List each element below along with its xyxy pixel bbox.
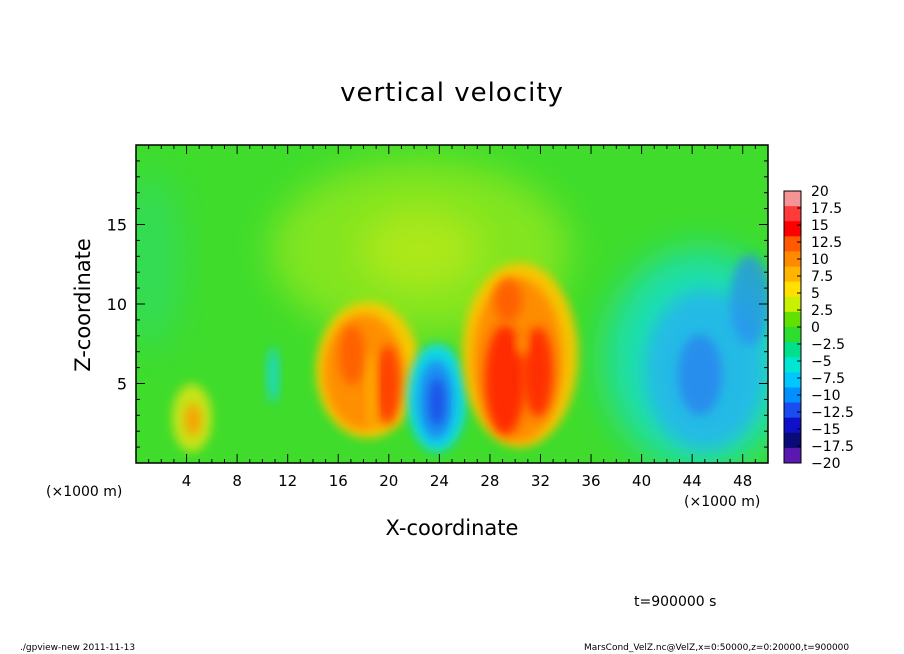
- colorbar-label: −7.5: [811, 371, 845, 387]
- colorbar-swatch: [784, 327, 801, 343]
- x-tick-label: 24: [430, 472, 449, 490]
- x-tick-label: 4: [182, 472, 192, 490]
- colorbar-label: −15: [811, 422, 841, 438]
- colorbar-label: 0: [811, 320, 820, 336]
- colorbar-swatch: [784, 357, 801, 373]
- colorbar-label: 7.5: [811, 269, 833, 285]
- field-updraft-b-core2: [523, 327, 553, 417]
- colorbar-swatch: [784, 236, 801, 252]
- field-right-upper: [730, 255, 768, 345]
- colorbar-swatch: [784, 447, 801, 464]
- colorbar-label: 12.5: [811, 235, 842, 251]
- field-updraft-a-core2: [376, 345, 400, 425]
- colorbar-swatch: [784, 281, 801, 298]
- footer-left: ./gpview-new 2011-11-13: [20, 643, 136, 653]
- x-tick-label: 8: [232, 472, 242, 490]
- x-ticks: 4 8 12 16 20 24 28 32 36 40 44 48: [148, 145, 756, 490]
- colorbar-swatch: [784, 251, 801, 268]
- field-downdraft-core: [429, 378, 445, 426]
- colorbar-label: 5: [811, 286, 820, 302]
- field-streak-cyan: [267, 347, 279, 403]
- colorbar-swatch: [784, 221, 801, 237]
- x-tick-label: 32: [531, 472, 550, 490]
- x-tick-label: 48: [733, 472, 752, 490]
- x-axis-label: X-coordinate: [385, 516, 519, 540]
- x-tick-label: 20: [379, 472, 398, 490]
- time-annotation: t=900000 s: [634, 594, 717, 610]
- field-left-edge: [136, 170, 180, 350]
- colorbar-label: −17.5: [811, 439, 854, 455]
- x-unit-label-left: (×1000 m): [46, 484, 123, 500]
- colorbar-label: 17.5: [811, 201, 842, 217]
- colorbar-label: −2.5: [811, 337, 845, 353]
- colorbar-label: −20: [811, 456, 841, 472]
- colorbar-swatch: [784, 296, 801, 313]
- field-updraft-b-core1: [485, 325, 525, 435]
- chart-title: vertical velocity: [340, 78, 564, 108]
- colorbar-label: 2.5: [811, 303, 833, 319]
- footer-right: MarsCond_VelZ.nc@VelZ,x=0:50000,z=0:2000…: [584, 643, 850, 653]
- field-right-blue: [678, 335, 722, 415]
- field-updraft-b-notch: [516, 335, 528, 355]
- y-ticks: 5 10 15: [107, 160, 768, 448]
- field-updraft-a-gap: [367, 350, 377, 430]
- heatmap-field: [136, 145, 768, 463]
- colorbar-swatch: [784, 417, 801, 434]
- colorbar-label: −12.5: [811, 405, 854, 421]
- x-tick-label: 28: [480, 472, 499, 490]
- y-tick-label: 5: [117, 375, 127, 394]
- colorbar-swatch: [784, 402, 801, 419]
- x-tick-label: 16: [329, 472, 348, 490]
- colorbar-label: 20: [811, 184, 829, 200]
- colorbar-swatch: [784, 342, 801, 358]
- colorbar-label: −10: [811, 388, 841, 404]
- colorbar-swatch: [784, 387, 801, 404]
- x-tick-label: 12: [278, 472, 297, 490]
- colorbar: 2017.51512.5107.552.50−2.5−5−7.5−10−12.5…: [783, 184, 854, 472]
- colorbar-swatch: [784, 206, 801, 222]
- x-tick-label: 40: [632, 472, 651, 490]
- field-upper-yellow: [360, 210, 480, 290]
- y-tick-label: 15: [107, 216, 127, 235]
- x-tick-label: 36: [581, 472, 600, 490]
- field-updraft-small-core: [185, 404, 201, 436]
- x-unit-label-right: (×1000 m): [684, 494, 761, 510]
- y-tick-label: 10: [107, 295, 127, 314]
- field-updraft-a-core1: [339, 325, 365, 385]
- colorbar-swatch: [784, 372, 801, 388]
- field-updraft-b-top: [494, 278, 522, 322]
- colorbar-label: −5: [811, 354, 832, 370]
- colorbar-label: 15: [811, 218, 829, 234]
- colorbar-swatch: [784, 311, 801, 328]
- colorbar-swatch: [784, 432, 801, 449]
- colorbar-swatch: [784, 191, 801, 207]
- x-tick-label: 44: [683, 472, 702, 490]
- colorbar-label: 10: [811, 252, 829, 268]
- colorbar-swatch: [784, 266, 801, 283]
